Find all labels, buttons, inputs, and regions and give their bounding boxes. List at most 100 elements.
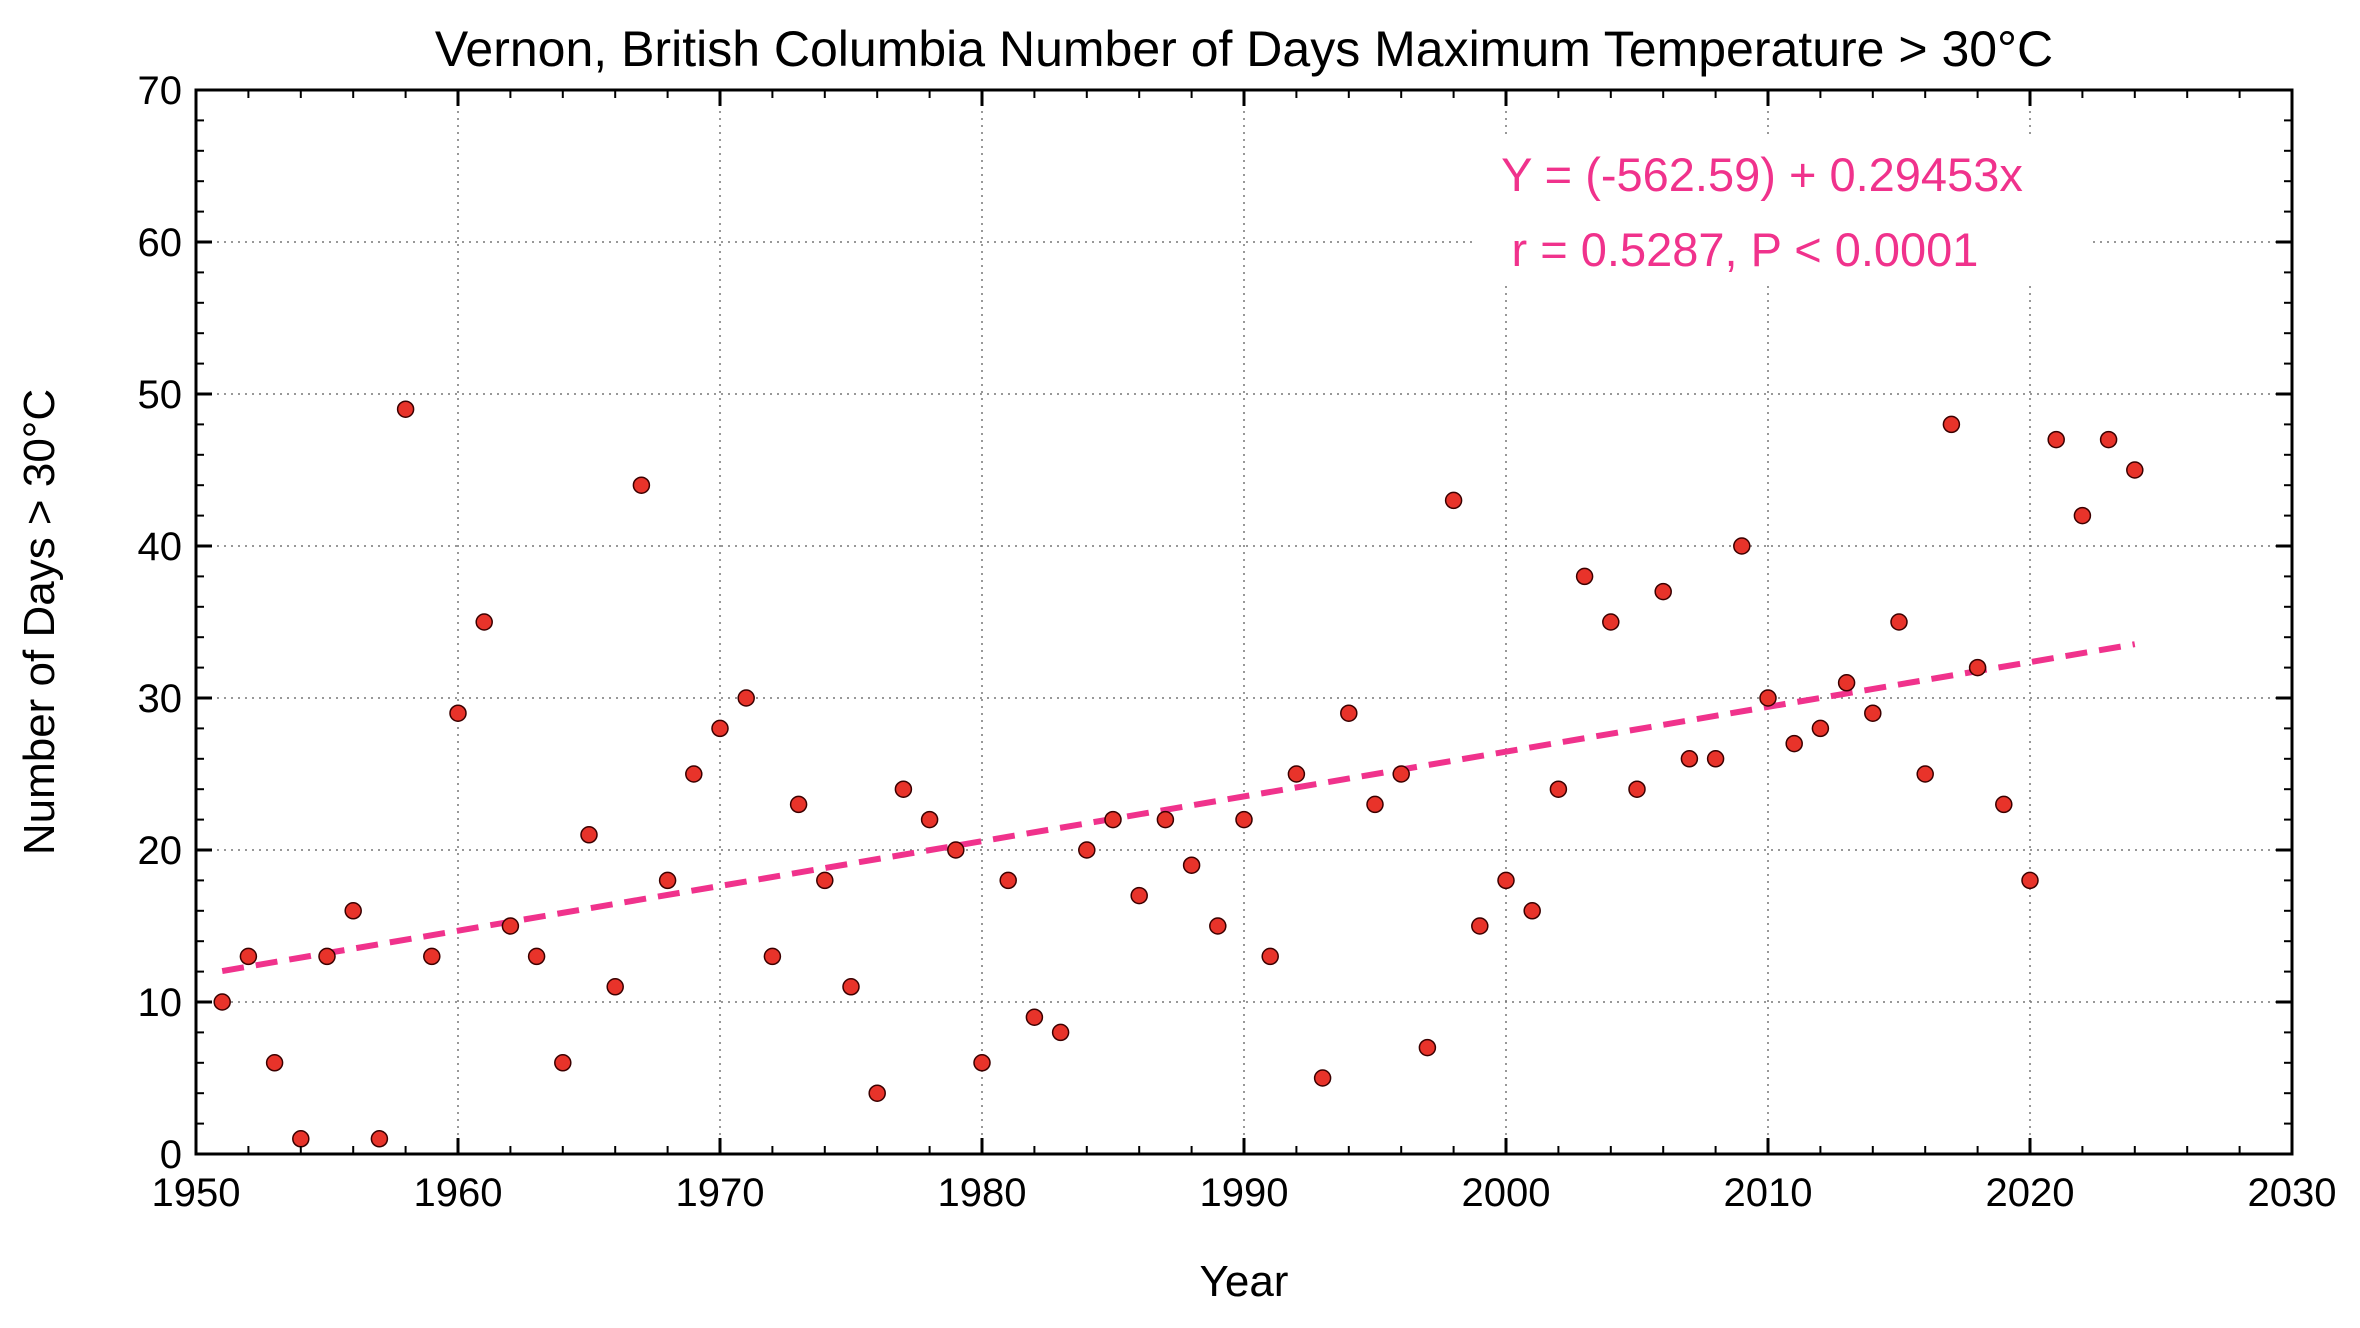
trend-line-group [221,641,2136,974]
y-tick-label: 60 [138,221,183,265]
data-point [344,902,362,920]
x-tick-label: 2000 [1462,1171,1551,1215]
y-tick-label: 30 [138,677,183,721]
y-tick-label: 0 [160,1133,182,1177]
data-point [554,1054,572,1072]
data-point [1471,917,1489,935]
x-tick-label: 1980 [938,1171,1027,1215]
regression-stats: r = 0.5287, P < 0.0001 [1512,223,1979,276]
data-point [763,947,782,966]
data-point [2021,871,2039,890]
data-point [1733,537,1751,555]
data-points [213,400,2144,1148]
data-point [816,871,834,890]
data-point [370,1130,389,1148]
data-point [1654,582,1672,601]
data-point [1864,704,1882,722]
data-point [1418,1038,1437,1057]
x-tick-label: 1950 [152,1171,241,1215]
grid [196,90,2292,1154]
data-point [213,993,231,1011]
data-point [1706,750,1725,768]
data-point [1104,810,1122,829]
data-point [920,810,939,829]
data-point [1811,719,1830,738]
x-tick-label: 2020 [1986,1171,2075,1215]
data-point [292,1130,310,1148]
data-point [1916,765,1934,783]
data-point [868,1084,886,1102]
data-point [2126,461,2144,479]
data-point [1156,810,1175,829]
chart-title: Vernon, British Columbia Number of Days … [435,21,2053,77]
data-point [1628,780,1646,798]
data-point [1078,841,1096,859]
data-point [606,978,624,996]
data-point [396,400,415,418]
data-point [1340,704,1358,722]
data-point [1942,415,1961,434]
data-point [737,689,755,707]
data-point [1025,1008,1044,1026]
data-point [1261,947,1279,966]
data-point [1602,613,1620,631]
data-point [2073,506,2092,525]
y-tick-label: 20 [138,829,183,873]
data-point [1837,674,1856,692]
data-point [239,947,258,966]
data-point [1366,795,1384,814]
data-point [1759,689,1777,707]
y-axis-label: Number of Days > 30°C [15,389,64,855]
data-point [501,917,520,935]
x-axis-label: Year [1200,1257,1289,1306]
y-tick-label: 10 [138,981,183,1025]
data-point [1444,491,1463,510]
data-point [1051,1023,1070,1042]
data-point [711,719,729,738]
data-point [1890,613,1908,631]
regression-equation: Y = (-562.59) + 0.29453x [1501,148,2023,201]
trend-line [221,641,2136,974]
y-tick-label: 70 [138,69,183,113]
x-tick-label: 1960 [414,1171,503,1215]
data-point [789,795,808,814]
data-point [1968,658,1987,677]
data-point [2047,430,2065,449]
data-point [973,1054,991,1072]
data-point [1392,765,1410,783]
x-tick-label: 2010 [1724,1171,1813,1215]
data-point [1575,567,1594,586]
data-point [1549,780,1568,798]
data-point [1680,750,1699,768]
axis-ticks: 1950 1960 1970 1980 1990 2000 2010 2020 20300102… [138,69,2337,1215]
annotation-box [1475,135,2090,285]
data-point [658,871,677,890]
data-point [1235,810,1253,829]
data-point [449,704,467,722]
data-point [265,1054,284,1072]
x-tick-label: 1970 [676,1171,765,1215]
data-point [1785,734,1803,753]
data-point [632,476,651,494]
data-point [475,613,493,631]
data-point [999,871,1017,890]
data-point [1523,902,1541,920]
x-tick-label: 2030 [2248,1171,2337,1215]
data-point [1313,1069,1332,1087]
y-tick-label: 50 [138,373,183,417]
data-point [1130,886,1148,905]
data-point [894,780,913,798]
data-point [842,978,860,996]
data-point [1182,856,1201,874]
x-tick-label: 1990 [1200,1171,1289,1215]
data-point [1497,871,1515,890]
data-point [580,826,598,844]
data-point [1287,765,1306,783]
data-point [2099,430,2118,449]
data-point [1995,795,2013,814]
data-point [947,841,965,859]
data-point [527,947,546,966]
data-point [1209,917,1227,935]
data-point [318,947,336,966]
